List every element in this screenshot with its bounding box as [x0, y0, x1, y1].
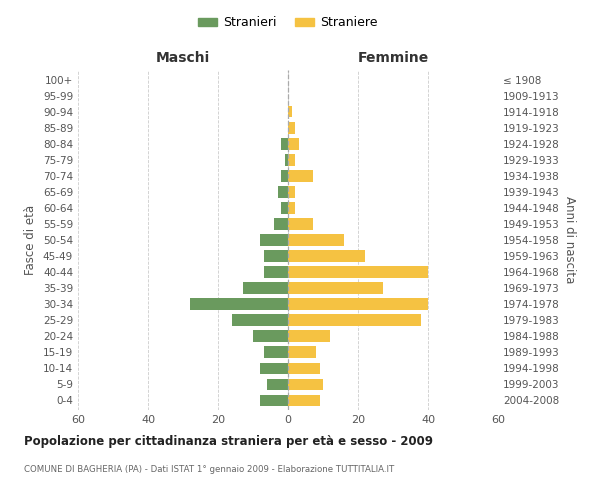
- Text: Popolazione per cittadinanza straniera per età e sesso - 2009: Popolazione per cittadinanza straniera p…: [24, 435, 433, 448]
- Bar: [288, 106, 292, 118]
- Bar: [281, 202, 288, 213]
- Bar: [288, 346, 316, 358]
- Y-axis label: Anni di nascita: Anni di nascita: [563, 196, 576, 284]
- Bar: [284, 154, 288, 166]
- Bar: [260, 234, 288, 246]
- Bar: [288, 122, 295, 134]
- Bar: [267, 378, 288, 390]
- Bar: [277, 186, 288, 198]
- Bar: [288, 378, 323, 390]
- Bar: [288, 154, 295, 166]
- Text: COMUNE DI BAGHERIA (PA) - Dati ISTAT 1° gennaio 2009 - Elaborazione TUTTITALIA.I: COMUNE DI BAGHERIA (PA) - Dati ISTAT 1° …: [24, 465, 394, 474]
- Bar: [232, 314, 288, 326]
- Bar: [263, 250, 288, 262]
- Bar: [274, 218, 288, 230]
- Bar: [263, 346, 288, 358]
- Text: Maschi: Maschi: [156, 51, 210, 65]
- Bar: [253, 330, 288, 342]
- Bar: [263, 266, 288, 278]
- Bar: [288, 218, 313, 230]
- Bar: [288, 170, 313, 181]
- Bar: [288, 298, 428, 310]
- Y-axis label: Fasce di età: Fasce di età: [25, 205, 37, 275]
- Bar: [288, 282, 383, 294]
- Bar: [288, 202, 295, 213]
- Bar: [288, 330, 330, 342]
- Legend: Stranieri, Straniere: Stranieri, Straniere: [193, 11, 383, 34]
- Bar: [288, 394, 320, 406]
- Bar: [190, 298, 288, 310]
- Bar: [242, 282, 288, 294]
- Bar: [288, 250, 365, 262]
- Bar: [260, 394, 288, 406]
- Bar: [288, 234, 344, 246]
- Bar: [288, 314, 421, 326]
- Bar: [288, 362, 320, 374]
- Bar: [281, 138, 288, 149]
- Bar: [288, 186, 295, 198]
- Bar: [281, 170, 288, 181]
- Text: Femmine: Femmine: [358, 51, 428, 65]
- Bar: [260, 362, 288, 374]
- Bar: [288, 138, 299, 149]
- Bar: [288, 266, 428, 278]
